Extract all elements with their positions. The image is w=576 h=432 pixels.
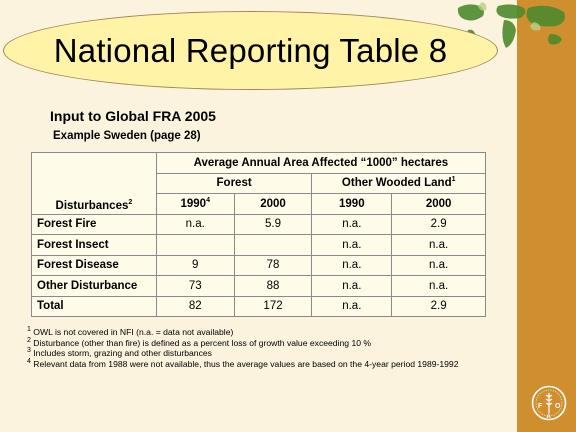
footnote-text: Includes storm, grazing and other distur… [33, 348, 212, 359]
table-row-total: Total 82 172 n.a. 2.9 [31, 295, 486, 317]
table-cell: n.a. [311, 234, 393, 256]
year-label: 2000 [425, 197, 452, 210]
table-cell: n.a. [311, 295, 393, 317]
year-label: 1990 [180, 197, 207, 210]
row-header-cell: Disturbances2 [31, 152, 157, 215]
title-banner: National Reporting Table 8 [3, 11, 498, 90]
year-header: 2000 [391, 193, 486, 215]
page-title: National Reporting Table 8 [53, 31, 448, 69]
year-sup: 4 [206, 196, 210, 204]
table-cell [233, 234, 313, 256]
table-cell: n.a. [391, 275, 486, 297]
svg-text:F: F [538, 403, 543, 410]
table-cell: 2.9 [391, 213, 486, 235]
table-cell: n.a. [155, 213, 235, 235]
footnote-text: OWL is not covered in NFI (n.a. = data n… [33, 327, 234, 337]
table-cell: n.a. [311, 275, 393, 297]
table-cell [155, 234, 235, 256]
table-main-header: Average Annual Area Affected “1000” hect… [155, 152, 487, 174]
table-cell: 5.9 [233, 213, 313, 235]
logo-lettering: A [547, 414, 552, 420]
row-label: Forest Disease [31, 254, 157, 276]
subtitle: Input to Global FRA 2005 [50, 108, 216, 124]
table-cell: n.a. [311, 213, 393, 235]
row-label: Other Disturbance [31, 275, 157, 297]
footnote-mark: 2 [27, 336, 31, 344]
footnote-mark: 1 [27, 326, 31, 334]
table-cell: 9 [155, 254, 235, 276]
table-cell: 82 [155, 295, 235, 317]
year-label: 1990 [339, 197, 365, 210]
footnote: 2 Disturbance (other than fire) is defin… [27, 336, 517, 349]
svg-text:O: O [555, 403, 561, 410]
example-caption: Example Sweden (page 28) [53, 130, 201, 142]
fao-logo-icon: F O A [531, 385, 567, 421]
year-header: 19904 [155, 193, 235, 215]
footnote-text: Relevant data from 1988 were not availab… [33, 358, 459, 369]
table-cell: 2.9 [391, 295, 486, 317]
row-header-sup: 2 [128, 198, 133, 206]
disturbances-table: Disturbances2 Average Annual Area Affect… [31, 152, 487, 317]
year-header: 2000 [233, 193, 313, 215]
table-cell: n.a. [311, 254, 393, 276]
footnote: 4 Relevant data from 1988 were not avail… [27, 357, 517, 370]
table-cell: 88 [233, 275, 313, 297]
footnote-mark: 4 [27, 357, 31, 365]
footnote: 1 OWL is not covered in NFI (n.a. = data… [27, 326, 517, 338]
table-row: Forest Insect n.a. n.a. [31, 234, 486, 256]
row-label: Forest Fire [31, 213, 157, 235]
table-cell: n.a. [391, 234, 486, 256]
decorative-sidebar [517, 0, 576, 432]
group-owl-label: Other Wooded Land [341, 177, 452, 190]
table-row: Forest Disease 9 78 n.a. n.a. [31, 254, 486, 276]
row-header-label: Disturbances [55, 199, 129, 212]
footnote-mark: 3 [27, 347, 31, 355]
row-label: Total [31, 295, 157, 317]
group-owl-sup: 1 [451, 176, 456, 184]
footnotes: 1 OWL is not covered in NFI (n.a. = data… [27, 326, 517, 370]
year-label: 2000 [260, 197, 286, 210]
table-cell: 73 [155, 275, 235, 297]
table-cell: n.a. [391, 254, 486, 276]
footnote-text: Disturbance (other than fire) is defined… [33, 337, 372, 348]
row-label: Forest Insect [31, 234, 157, 256]
group-header-owl: Other Wooded Land1 [311, 172, 486, 194]
table-cell: 78 [233, 254, 313, 276]
footnote: 3 Includes storm, grazing and other dist… [27, 347, 517, 359]
table-cell: 172 [233, 295, 313, 317]
table-row: Other Disturbance 73 88 n.a. n.a. [31, 275, 486, 297]
table-row: Forest Fire n.a. 5.9 n.a. 2.9 [31, 213, 486, 235]
year-header: 1990 [311, 193, 393, 215]
group-header-forest: Forest [155, 172, 313, 194]
